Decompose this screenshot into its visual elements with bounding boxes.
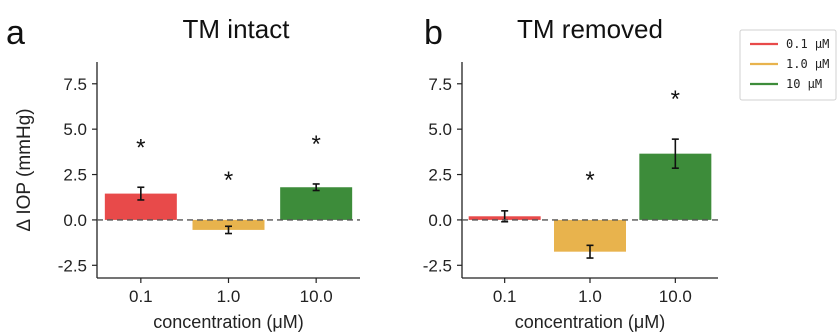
panel-a-bar-1.0 bbox=[192, 219, 265, 230]
panel-a-y-tick-label: 7.5 bbox=[63, 75, 87, 94]
legend-label-0: 0.1 μM bbox=[786, 37, 829, 51]
panel-a-x-tick-label: 1.0 bbox=[217, 287, 241, 306]
legend-box bbox=[739, 29, 837, 101]
panel-a-x-axis-label: concentration (μM) bbox=[153, 312, 303, 332]
panel-a-x-tick-label: 0.1 bbox=[129, 287, 153, 306]
panel-b-significance-marker: * bbox=[585, 167, 594, 194]
panel-a-title: TM intact bbox=[183, 14, 291, 44]
panel-b-y-tick-label: 5.0 bbox=[428, 120, 452, 139]
panel-a-significance-marker: * bbox=[311, 131, 320, 158]
panel-a-x-tick-label: 10.0 bbox=[300, 287, 333, 306]
panel-b-y-tick-label: 7.5 bbox=[428, 75, 452, 94]
panel-b-title: TM removed bbox=[517, 14, 663, 44]
panel-b-y-tick-label: -2.5 bbox=[423, 256, 452, 275]
panel-a-y-tick-label: 0.0 bbox=[63, 211, 87, 230]
panel-b-panel-label: b bbox=[424, 14, 443, 52]
panel-b-x-tick-label: 0.1 bbox=[493, 287, 517, 306]
panel-a-y-axis-label: Δ IOP (mmHg) bbox=[14, 108, 35, 231]
panel-b-x-tick-label: 10.0 bbox=[659, 287, 692, 306]
legend-label-1: 1.0 μM bbox=[786, 57, 829, 71]
panel-a-significance-marker: * bbox=[136, 134, 145, 161]
panel-a-significance-marker: * bbox=[224, 167, 233, 194]
panel-a-y-tick-label: -2.5 bbox=[58, 256, 87, 275]
panel-a-bar-10.0 bbox=[280, 187, 353, 220]
panel-a-panel-label: a bbox=[6, 14, 25, 52]
panel-a-y-tick-label: 5.0 bbox=[63, 120, 87, 139]
panel-b-significance-marker: * bbox=[671, 86, 680, 113]
panel-a-y-tick-label: 2.5 bbox=[63, 166, 87, 185]
panel-b-x-tick-label: 1.0 bbox=[578, 287, 602, 306]
legend-label-2: 10 μM bbox=[786, 77, 822, 91]
panel-b-x-axis-label: concentration (μM) bbox=[515, 312, 665, 332]
panel-b-y-tick-label: 2.5 bbox=[428, 166, 452, 185]
panel-b-y-tick-label: 0.0 bbox=[428, 211, 452, 230]
